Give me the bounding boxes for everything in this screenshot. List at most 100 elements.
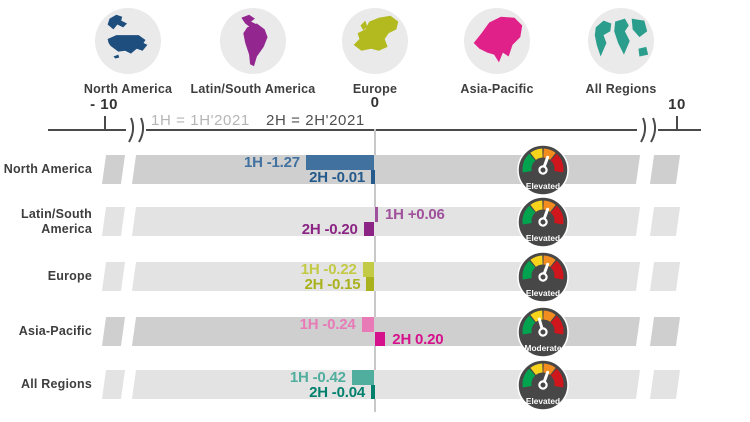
gauge-orange-segment — [543, 310, 556, 322]
bar-1h — [374, 207, 378, 222]
gauge-red-segment — [550, 368, 564, 388]
gauge-needle-icon — [538, 207, 550, 227]
risk-gauge: Elevated — [517, 358, 569, 411]
gauge-orange-segment — [543, 363, 556, 375]
axis-tick-minus-10 — [104, 116, 106, 129]
region-label: Asia-Pacific — [460, 82, 534, 96]
bar-label-1h: 1H +0.06 — [385, 206, 445, 223]
band-right-stub — [649, 155, 681, 184]
asia-pacific-map-icon — [464, 8, 530, 74]
row-all-regions: All Regions 1H -0.42 2H -0.04 Elevated — [0, 358, 750, 411]
world-map-icon — [588, 8, 654, 74]
latin-south-america-map-icon — [220, 8, 286, 74]
legend-2h: 2H = 2H'2021 — [266, 112, 365, 129]
bar-label-2h: 2H -0.01 — [309, 169, 365, 186]
axis-line-left — [48, 129, 126, 131]
row-label: Asia-Pacific — [18, 324, 92, 339]
risk-gauge: Moderate — [517, 305, 569, 358]
gauge-yellow-segment — [530, 200, 543, 212]
gauge-red-segment — [550, 315, 564, 335]
axis-tick-10 — [676, 116, 678, 129]
bar-label-1h: 1H -0.42 — [289, 369, 346, 386]
band-right-stub — [649, 207, 681, 236]
region-label: North America — [83, 82, 173, 96]
gauge-status-label: Elevated — [526, 181, 560, 191]
bar-label-1h: 1H -1.27 — [243, 154, 300, 171]
axis-label-10: 10 — [668, 96, 686, 113]
bar-label-2h: 2H -0.04 — [309, 384, 365, 401]
risk-gauge: Elevated — [517, 250, 569, 303]
gauge-green-segment — [522, 153, 536, 173]
gauge-status-label: Elevated — [526, 288, 560, 298]
band-right-stub — [649, 262, 681, 291]
bar-1h — [351, 370, 375, 385]
gauge-red-segment — [550, 205, 564, 225]
gauge-status-label: Elevated — [526, 233, 560, 243]
row-north-america: North America 1H -1.27 2H -0.01 Elevated — [0, 143, 750, 196]
europe-map-icon — [342, 8, 408, 74]
row-latin-south-america: Latin/South America 1H +0.06 2H -0.20 El… — [0, 195, 750, 248]
bar-label-2h: 2H -0.20 — [301, 221, 358, 238]
band-left-stub — [101, 207, 126, 236]
region-header-europe: Europe — [309, 8, 441, 96]
row-label: Europe — [47, 269, 92, 284]
north-america-map-icon — [95, 8, 161, 74]
gauge-needle-icon — [538, 262, 550, 282]
gauge-yellow-segment — [530, 363, 543, 375]
axis-line-center — [146, 129, 637, 131]
bar-1h — [361, 317, 375, 332]
band-right-stub — [649, 370, 681, 399]
region-label: Latin/South America — [190, 82, 316, 96]
region-label: All Regions — [585, 82, 657, 96]
gauge-yellow-segment — [530, 148, 543, 160]
bar-1h — [362, 262, 375, 277]
band-left-stub — [101, 262, 126, 291]
gauge-needle-icon — [538, 370, 550, 390]
region-header-north-america: North America — [62, 8, 194, 96]
gauge-red-segment — [550, 153, 564, 173]
bar-2h — [371, 384, 375, 399]
region-label: Europe — [352, 82, 398, 96]
gauge-orange-segment — [543, 148, 556, 160]
axis-line-right — [658, 129, 701, 131]
risk-gauge: Elevated — [517, 195, 569, 248]
gauge-status-label: Elevated — [526, 396, 560, 406]
band-left-stub — [101, 317, 126, 346]
region-header-all-regions: All Regions — [555, 8, 687, 96]
gauge-green-segment — [522, 260, 536, 280]
region-header-asia-pacific: Asia-Pacific — [431, 8, 563, 96]
gauge-yellow-segment — [530, 255, 543, 267]
gauge-red-segment — [550, 260, 564, 280]
bar-2h — [366, 276, 375, 291]
gauge-yellow-segment — [530, 310, 543, 322]
gauge-green-segment — [522, 315, 536, 335]
legend-1h: 1H = 1H'2021 — [151, 112, 250, 129]
row-europe: Europe 1H -0.22 2H -0.15 Elevated — [0, 250, 750, 303]
bar-2h — [374, 331, 386, 346]
gauge-green-segment — [522, 368, 536, 388]
gauge-green-segment — [522, 205, 536, 225]
bar-label-2h: 2H -0.15 — [304, 276, 361, 293]
bar-label-2h: 2H 0.20 — [392, 331, 444, 348]
band-left-stub — [101, 370, 126, 399]
axis-break-right-icon — [640, 117, 657, 143]
bar-label-1h: 1H -0.22 — [300, 261, 357, 278]
axis-label-minus-10: - 10 — [90, 96, 118, 113]
row-label: Latin/South America — [21, 207, 92, 236]
region-header-latin-south-america: Latin/South America — [187, 8, 319, 96]
gauge-orange-segment — [543, 200, 556, 212]
gauge-orange-segment — [543, 255, 556, 267]
band-left-stub — [101, 155, 126, 184]
axis-break-left-icon — [128, 117, 145, 143]
bar-2h — [371, 169, 375, 184]
bar-2h — [363, 221, 375, 236]
band-right-stub — [649, 317, 681, 346]
row-label: North America — [3, 162, 92, 177]
bar-1h — [305, 155, 375, 170]
row-asia-pacific: Asia-Pacific 1H -0.24 2H 0.20 Moderate — [0, 305, 750, 358]
row-label: All Regions — [21, 377, 92, 392]
gauge-needle-icon — [537, 317, 548, 337]
axis-label-zero: 0 — [370, 94, 380, 111]
gauge-status-label: Moderate — [525, 343, 562, 353]
